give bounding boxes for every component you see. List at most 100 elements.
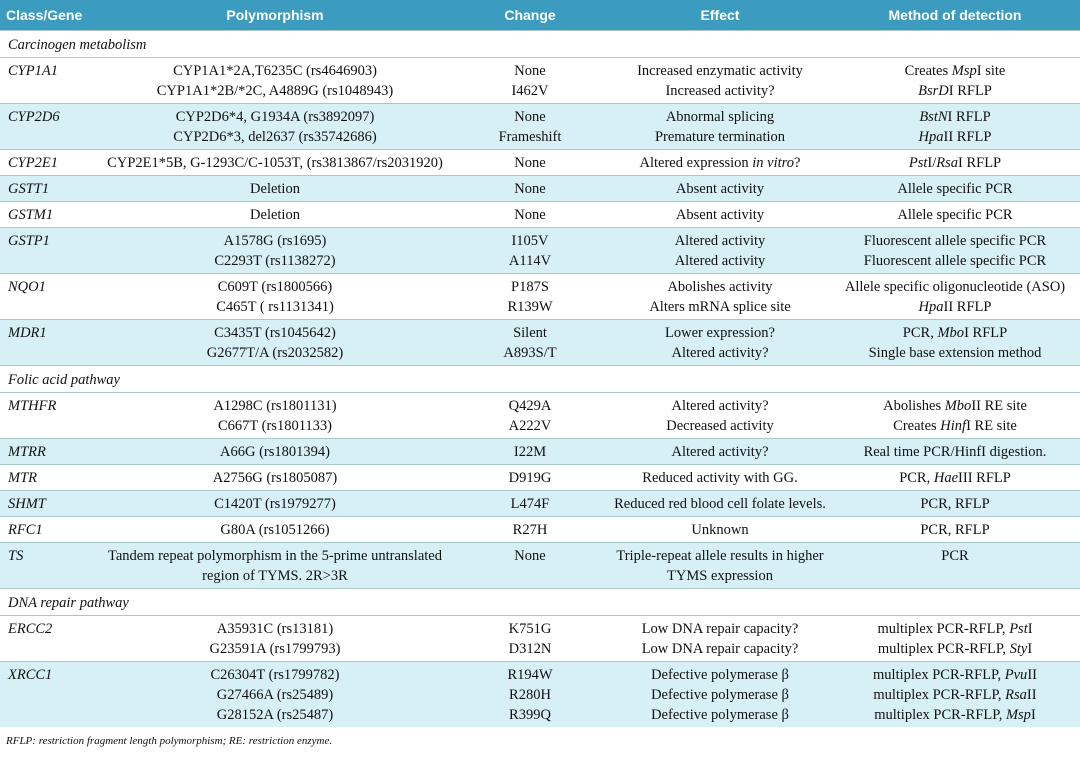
cell: PCR, RFLP [830,517,1080,543]
cell: Altered activity? Decreased activity [610,393,830,439]
cell-line: Altered activity [674,253,766,269]
cell-line: PCR [941,548,969,564]
text-segment: Msp [1005,707,1031,723]
cell: Unknown [610,517,830,543]
gene-row: MDR1 C3435T (rs1045642) G2677T/A (rs203258… [0,319,1080,366]
cell-line: Defective polymerase β [651,707,789,723]
cell: Allele specific PCR [830,176,1080,202]
cell-line: Defective polymerase β [651,667,789,683]
cell-line: Allele specific PCR [897,207,1013,223]
cell-line: Alters mRNA splice site [649,299,791,315]
cell: G80A (rs1051266) [100,517,450,543]
gene-cell: MDR1 [8,325,47,341]
column-header: Change [450,0,610,31]
section-title: Carcinogen metabolism [8,37,147,53]
cell-line: HpaII RFLP [832,127,1078,147]
text-segment: Creates [904,63,952,79]
gene-cell: CYP2E1 [8,155,58,171]
gene-row: TS Tandem repeat polymorphism in the 5-pr… [0,542,1080,589]
cell-line: A1578G (rs1695) [223,233,327,249]
gene-row: MTRR A66G (rs1801394) I22M Altered activity… [0,438,1080,465]
gene-cell: GSTT1 [8,181,50,197]
cell-line: CYP1A1*2A,T6235C (rs4646903) [173,63,377,79]
text-segment: I/ [927,155,937,171]
cell-line: G27466A (rs25489) [216,687,334,703]
cell-line: D919G [508,470,552,486]
cell-line: A114V [508,253,552,269]
cell-line: CYP2D6*3, del2637 (rs35742686) [173,129,377,145]
cell-line: Lower expression? [665,325,775,341]
text-segment: III RFLP [958,470,1011,486]
section-row: DNA repair pathway [0,588,1080,616]
gene-cell: SHMT [8,496,46,512]
gene-cell: RFC1 [8,522,43,538]
cell: PCR, MboI RFLP Single base extension meth… [830,320,1080,366]
text-segment: ? [794,155,801,171]
cell-line: Single base extension method [868,345,1042,361]
cell-line: Reduced red blood cell folate levels. [614,496,826,512]
cell-line: A222V [508,418,552,434]
cell: L474F [450,491,610,517]
gene-cell: NQO1 [8,279,46,295]
cell: CYP2D6*4, G1934A (rs3892097) CYP2D6*3, de… [100,104,450,150]
gene-row: NQO1 C609T (rs1800566) C465T ( rs1131341) P… [0,273,1080,320]
cell: Allele specific oligonucleotide (ASO) Hpa… [830,274,1080,320]
cell-line: Altered expression in vitro? [612,153,828,173]
cell: None [450,202,610,228]
text-segment: Mbo [937,325,965,341]
text-segment: Mbo [944,398,972,414]
cell: D919G [450,465,610,491]
cell: BstNI RFLP HpaII RFLP [830,104,1080,150]
cell: R194W R280H R399Q [450,662,610,728]
text-segment: Hinf [940,418,967,434]
gene-row: CYP1A1 CYP1A1*2A,T6235C (rs4646903) CYP1A1… [0,57,1080,104]
cell-line: Altered activity? [671,398,769,414]
cell-line: Deletion [250,207,300,223]
text-segment: BstN [919,109,948,125]
cell: C1420T (rs1979277) [100,491,450,517]
cell: Reduced activity with GG. [610,465,830,491]
cell-line: R280H [509,687,551,703]
cell-line: PCR, RFLP [920,522,990,538]
cell-line: Allele specific oligonucleotide (ASO) [844,279,1066,295]
text-segment: I [1027,621,1033,637]
section-row: Carcinogen metabolism [0,30,1080,58]
cell-line: CYP2E1*5B, G-1293C/C-1053T, (rs3813867/r… [107,155,443,171]
text-segment: PCR, [899,470,934,486]
cell-line: CYP2D6*4, G1934A (rs3892097) [175,109,375,125]
text-segment: I RFLP [958,155,1002,171]
text-segment: Pst [1009,621,1028,637]
cell-line: BstNI RFLP [832,107,1078,127]
gene-row: GSTM1 Deletion None Absent activity Allele s… [0,201,1080,228]
text-segment: PCR, [902,325,938,341]
cell: Abolishes activity Alters mRNA splice sit… [610,274,830,320]
cell: Absent activity [610,202,830,228]
cell-line: R27H [512,522,548,538]
cell-line: Reduced activity with GG. [642,470,798,486]
text-segment: Pvu [1004,667,1028,683]
cell-line: Absent activity [675,181,765,197]
cell: Altered activity Altered activity [610,228,830,274]
cell: PCR [830,543,1080,589]
cell: Deletion [100,202,450,228]
cell: C26304T (rs1799782) G27466A (rs25489) G281… [100,662,450,728]
text-segment: Pst [908,155,928,171]
cell-line: Creates MspI site [832,61,1078,81]
text-segment: multiplex PCR-RFLP, [877,641,1010,657]
cell-line: L474F [510,496,550,512]
cell: Low DNA repair capacity? Low DNA repair c… [610,616,830,662]
cell: PstI/RsaI RFLP [830,150,1080,176]
cell-line: Low DNA repair capacity? [641,641,799,657]
cell: Defective polymerase β Defective polymera… [610,662,830,728]
cell-line: A35931C (rs13181) [216,621,334,637]
cell: P187S R139W [450,274,610,320]
gene-cell: GSTP1 [8,233,50,249]
cell: C3435T (rs1045642) G2677T/A (rs2032582) [100,320,450,366]
cell-line: Triple-repeat allele results in higher T… [616,548,824,584]
column-header: Polymorphism [100,0,450,31]
cell-line: Tandem repeat polymorphism in the 5-prim… [107,548,442,584]
cell-line: C3435T (rs1045642) [214,325,336,341]
cell-line: None [514,63,546,79]
cell-line: Defective polymerase β [651,687,789,703]
